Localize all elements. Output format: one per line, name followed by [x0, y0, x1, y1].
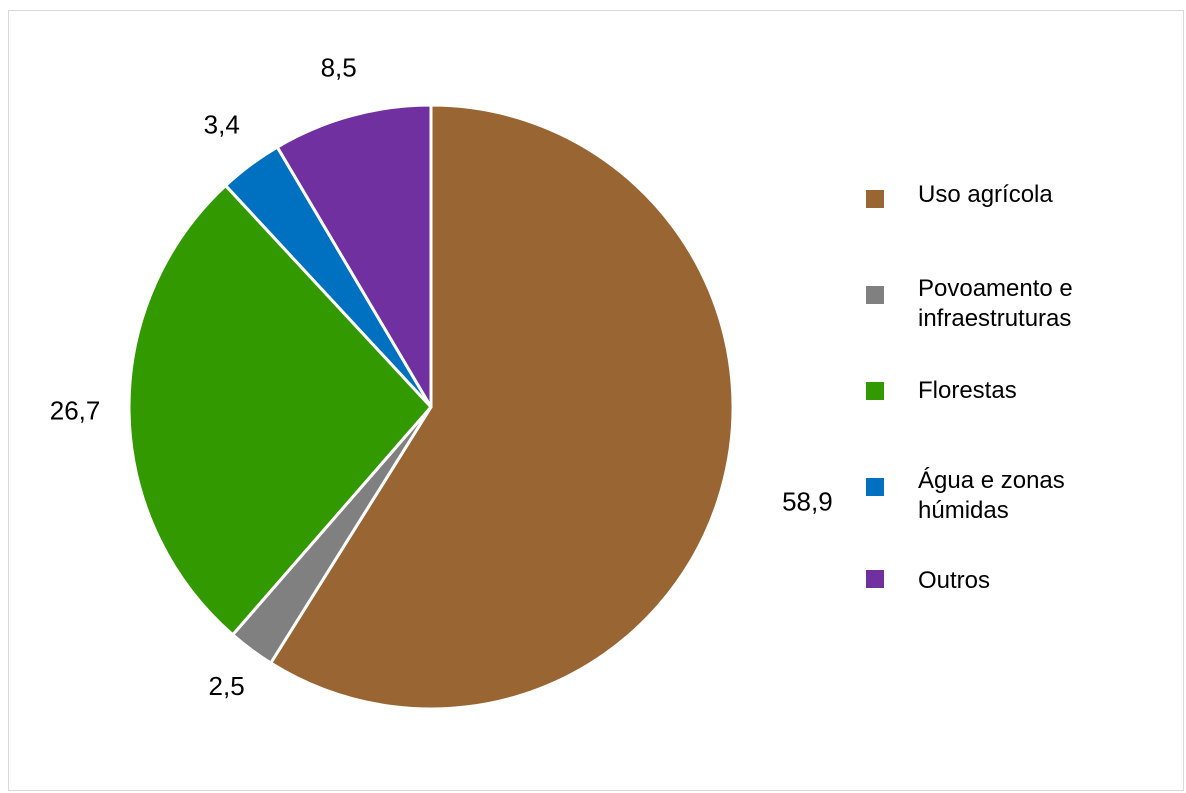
pie-slice-0 [269, 103, 735, 711]
legend-label: Uso agrícola [918, 181, 1053, 208]
legend-swatch [866, 478, 884, 496]
legend-label: Povoamento e infraestruturas [918, 275, 1073, 332]
legend-swatch [866, 382, 884, 400]
legend-label: Florestas [918, 377, 1017, 404]
pie-data-labels: 58,9 2,5 26,7 3,4 8,5 [50, 52, 833, 701]
pie-slice-4 [275, 103, 433, 409]
pie-data-label-4: 8,5 [321, 52, 357, 82]
legend-label: Água e zonas húmidas [918, 467, 1065, 524]
pie-slices [127, 103, 735, 711]
legend-swatch [866, 190, 884, 208]
pie-data-label-3: 3,4 [204, 109, 240, 139]
legend-swatch [866, 570, 884, 588]
pie-data-label-0: 58,9 [782, 486, 833, 516]
legend-swatch [866, 286, 884, 304]
pie-data-label-1: 2,5 [209, 671, 245, 701]
pie-slice-2 [127, 184, 433, 637]
chart-frame [8, 10, 1184, 791]
legend-label: Outros [918, 567, 991, 594]
pie-data-label-2: 26,7 [50, 395, 101, 425]
